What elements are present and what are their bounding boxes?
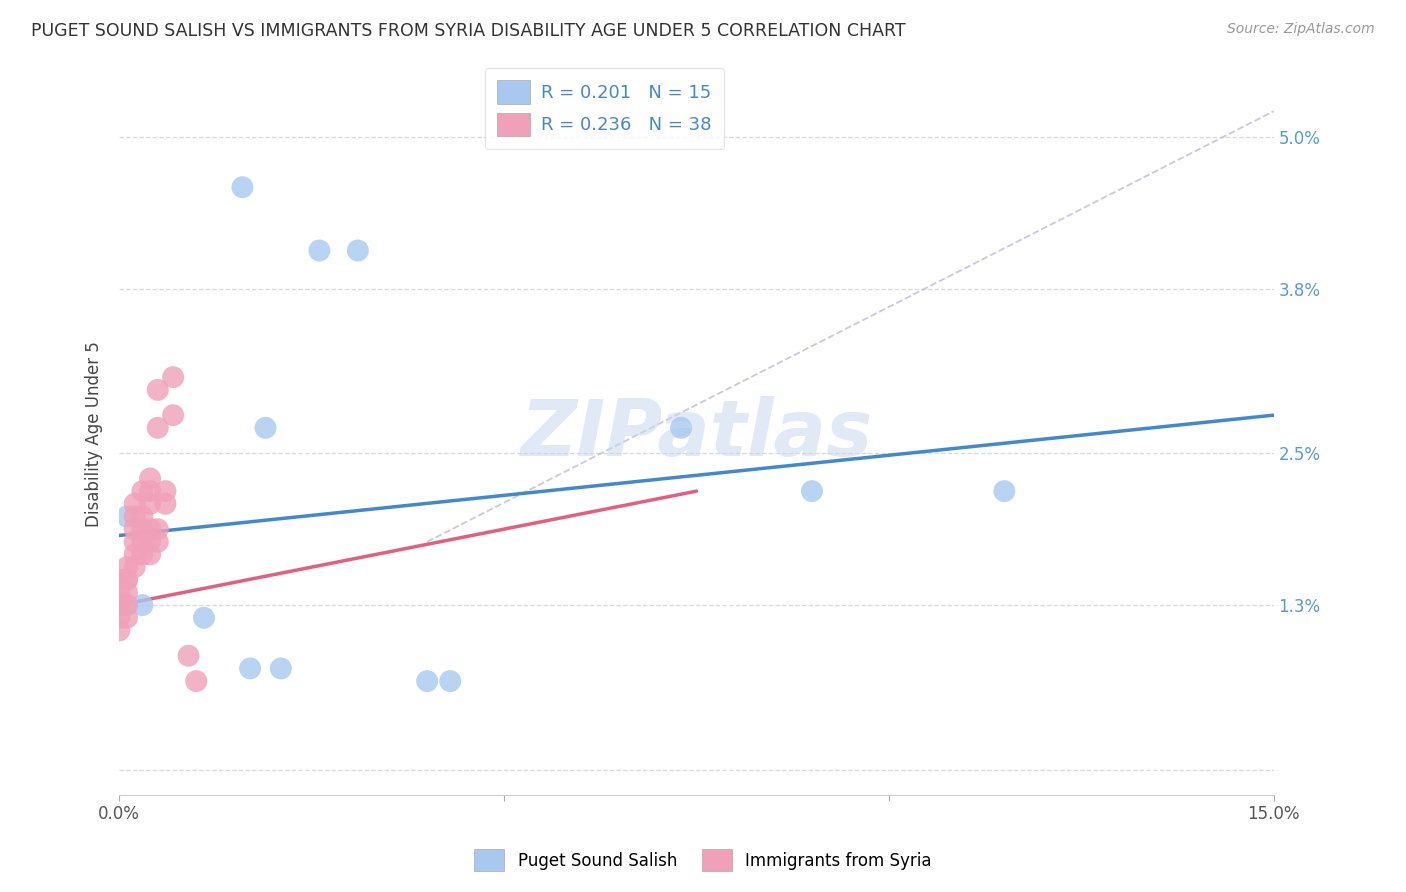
- Point: [108, 598, 131, 612]
- Point: [115, 560, 138, 574]
- Point: [124, 548, 146, 562]
- Point: [416, 674, 439, 689]
- Point: [124, 522, 146, 536]
- Point: [131, 598, 153, 612]
- Point: [139, 522, 162, 536]
- Point: [108, 573, 131, 587]
- Point: [177, 648, 200, 663]
- Point: [155, 497, 177, 511]
- Point: [146, 522, 169, 536]
- Point: [155, 484, 177, 499]
- Point: [146, 383, 169, 397]
- Point: [124, 497, 146, 511]
- Point: [131, 509, 153, 524]
- Point: [231, 180, 253, 194]
- Point: [115, 585, 138, 599]
- Point: [115, 509, 138, 524]
- Point: [139, 484, 162, 499]
- Point: [193, 611, 215, 625]
- Point: [131, 534, 153, 549]
- Point: [115, 611, 138, 625]
- Point: [108, 611, 131, 625]
- Point: [139, 534, 162, 549]
- Point: [308, 244, 330, 258]
- Point: [186, 674, 208, 689]
- Point: [115, 573, 138, 587]
- Text: PUGET SOUND SALISH VS IMMIGRANTS FROM SYRIA DISABILITY AGE UNDER 5 CORRELATION C: PUGET SOUND SALISH VS IMMIGRANTS FROM SY…: [31, 22, 905, 40]
- Point: [800, 484, 823, 499]
- Text: Source: ZipAtlas.com: Source: ZipAtlas.com: [1227, 22, 1375, 37]
- Point: [146, 534, 169, 549]
- Point: [108, 585, 131, 599]
- Point: [124, 509, 146, 524]
- Point: [131, 484, 153, 499]
- Point: [124, 560, 146, 574]
- Point: [146, 421, 169, 435]
- Legend: R = 0.201   N = 15, R = 0.236   N = 38: R = 0.201 N = 15, R = 0.236 N = 38: [485, 68, 724, 149]
- Point: [669, 421, 692, 435]
- Point: [115, 573, 138, 587]
- Point: [131, 548, 153, 562]
- Point: [139, 471, 162, 485]
- Point: [439, 674, 461, 689]
- Point: [254, 421, 277, 435]
- Point: [124, 534, 146, 549]
- Text: ZIPatlas: ZIPatlas: [520, 396, 873, 472]
- Point: [139, 497, 162, 511]
- Y-axis label: Disability Age Under 5: Disability Age Under 5: [86, 342, 103, 527]
- Point: [162, 370, 184, 384]
- Point: [239, 661, 262, 675]
- Point: [139, 548, 162, 562]
- Point: [115, 598, 138, 612]
- Point: [347, 244, 370, 258]
- Point: [115, 598, 138, 612]
- Legend: Puget Sound Salish, Immigrants from Syria: Puget Sound Salish, Immigrants from Syri…: [465, 841, 941, 880]
- Point: [993, 484, 1015, 499]
- Point: [162, 408, 184, 422]
- Point: [270, 661, 292, 675]
- Point: [131, 522, 153, 536]
- Point: [108, 624, 131, 638]
